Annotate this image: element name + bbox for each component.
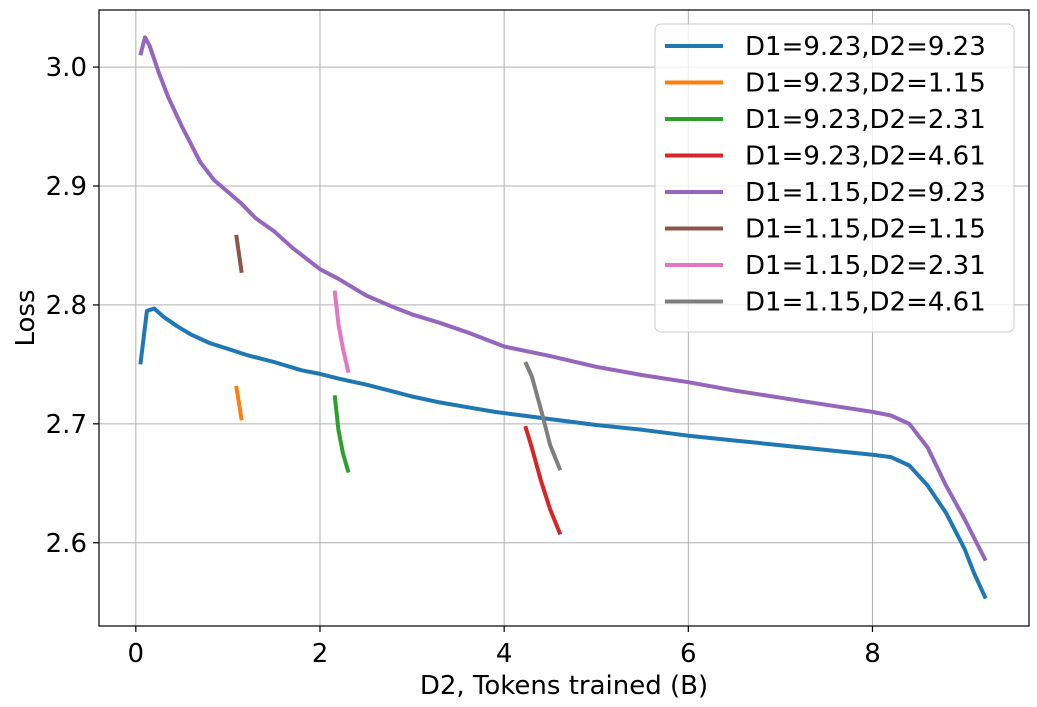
x-tick-label: 2 <box>312 639 329 669</box>
y-tick-label: 2.7 <box>46 410 87 440</box>
legend-label: D1=9.23,D2=9.23 <box>745 32 986 62</box>
legend-label: D1=9.23,D2=4.61 <box>745 142 986 172</box>
x-tick-label: 6 <box>680 639 697 669</box>
y-tick-label: 2.9 <box>46 172 87 202</box>
legend-label: D1=1.15,D2=1.15 <box>745 215 986 245</box>
series-line-4 <box>523 425 563 536</box>
legend-box <box>654 23 1015 333</box>
x-tick-label: 4 <box>496 639 513 669</box>
y-tick-label: 2.8 <box>46 291 87 321</box>
legend-label: D1=1.15,D2=2.31 <box>745 251 986 281</box>
y-tick-label: 2.6 <box>46 529 87 559</box>
x-tick-label: 8 <box>864 639 881 669</box>
series-line-2 <box>234 385 244 421</box>
series-line-3 <box>332 395 351 474</box>
y-axis-label: Loss <box>11 289 41 346</box>
y-tick-label: 3.0 <box>46 53 87 83</box>
series-line-7 <box>332 290 351 374</box>
legend: D1=9.23,D2=9.23 D1=9.23,D2=1.15 D1=9.23,D2… <box>654 23 1015 333</box>
x-tick-label: 0 <box>128 639 145 669</box>
series-line-8 <box>523 361 563 471</box>
series-line-5 <box>138 35 988 562</box>
series-lines <box>138 35 988 600</box>
legend-label: D1=1.15,D2=4.61 <box>745 288 986 318</box>
series-line-1 <box>138 306 988 600</box>
plot-frame <box>98 9 1030 627</box>
x-axis-label: D2, Tokens trained (B) <box>420 671 708 701</box>
legend-label: D1=9.23,D2=2.31 <box>745 105 986 135</box>
legend-label: D1=9.23,D2=1.15 <box>745 69 986 99</box>
axis-ticks: 0 2 4 6 8 2.6 2.7 2.8 2.9 3.0 <box>46 53 881 669</box>
series-line-6 <box>234 234 244 274</box>
legend-label: D1=1.15,D2=9.23 <box>745 178 986 208</box>
